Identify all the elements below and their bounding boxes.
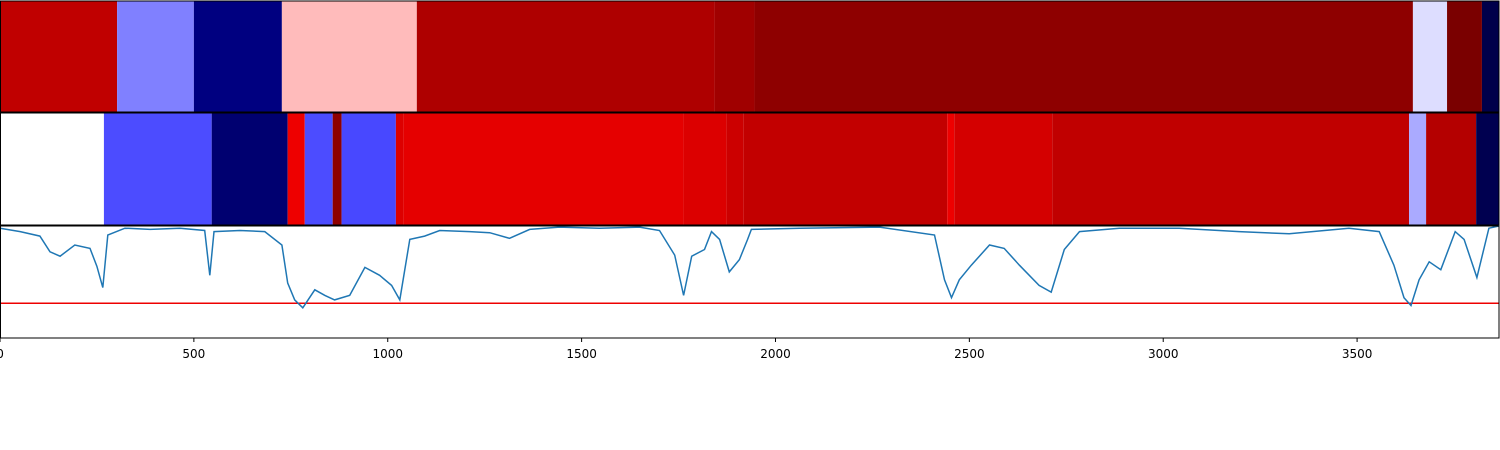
panel-frame (0, 112, 1500, 226)
x-tick-label: 500 (182, 347, 205, 361)
segment (754, 1, 1413, 112)
segment (1426, 113, 1477, 225)
segment (947, 113, 955, 225)
segment (416, 1, 715, 112)
x-tick-label: 1000 (372, 347, 403, 361)
segment (211, 113, 288, 225)
line (0, 225, 1500, 309)
panel-frame (0, 225, 1500, 339)
segment (395, 113, 404, 225)
segment (304, 113, 333, 225)
segment (683, 113, 727, 225)
segment (287, 113, 305, 225)
x-tick-label: 1500 (566, 347, 597, 361)
segment (0, 1, 118, 112)
segment (1052, 113, 1410, 225)
segment (332, 113, 342, 225)
segment (0, 113, 104, 225)
x-tick-label: 2000 (760, 347, 791, 361)
segment (103, 113, 212, 225)
segment (341, 113, 396, 225)
x-tick-label: 3500 (1342, 347, 1373, 361)
x-tick-label: 2500 (954, 347, 985, 361)
segment (1481, 1, 1499, 112)
x-tick-label: 0 (0, 347, 4, 361)
segment (193, 1, 282, 112)
segment (726, 113, 744, 225)
segment (403, 113, 684, 225)
segment (714, 1, 755, 112)
segment (1447, 1, 1482, 112)
segment (743, 113, 948, 225)
segment (1409, 113, 1427, 225)
segment (1412, 1, 1448, 112)
segment (117, 1, 194, 112)
segment (281, 1, 417, 112)
segment (1476, 113, 1499, 225)
x-tick-label: 3000 (1148, 347, 1179, 361)
segment (954, 113, 1053, 225)
panel-frame (0, 0, 1500, 113)
